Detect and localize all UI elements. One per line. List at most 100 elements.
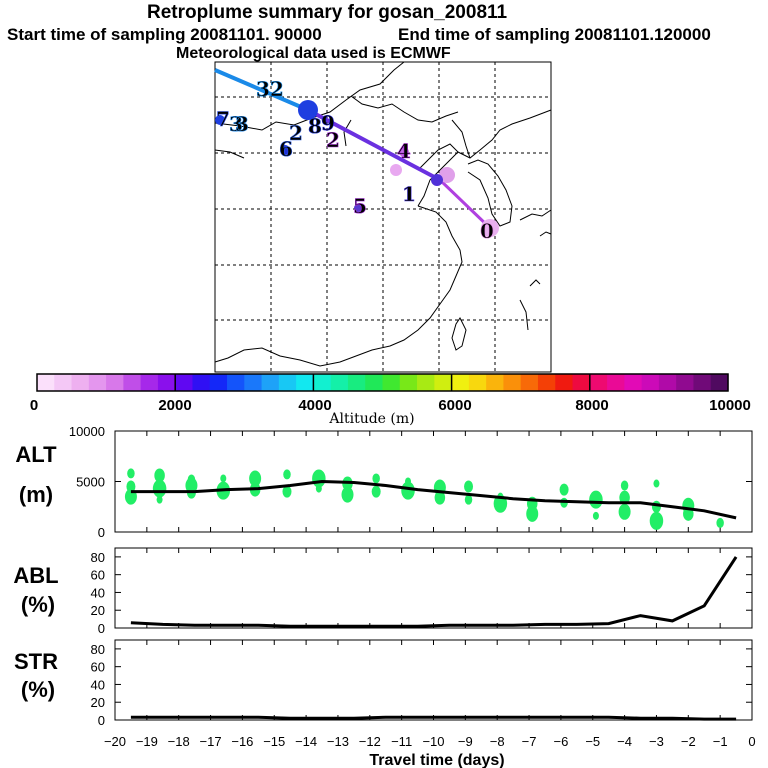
- colorbar-swatch: [417, 374, 435, 391]
- scatter-point: [154, 468, 165, 483]
- x-tick-label: −12: [359, 734, 381, 749]
- colorbar-axis-label: Altitude (m): [328, 411, 414, 427]
- trajectory-cluster-marker: [431, 174, 443, 186]
- colorbar-tick-label: 8000: [575, 397, 608, 414]
- colorbar-swatch: [572, 374, 591, 391]
- colorbar-swatch: [71, 374, 90, 391]
- trajectory-cluster-label: 32: [256, 77, 284, 101]
- panel-alt: [114, 430, 753, 533]
- colorbar-tick-label: 0: [30, 397, 38, 414]
- series-line: [130, 479, 737, 520]
- colorbar-swatch: [537, 374, 556, 391]
- scatter-point: [220, 474, 227, 483]
- panel-frame: [114, 639, 753, 721]
- colorbar-swatch: [313, 374, 332, 391]
- scatter-point: [249, 470, 262, 487]
- colorbar-tick-label: 10000: [709, 397, 751, 414]
- x-tick-label: −2: [681, 734, 696, 749]
- trajectory-segment: [438, 178, 492, 230]
- colorbar-swatch: [88, 374, 107, 391]
- x-tick-label: −9: [458, 734, 473, 749]
- colorbar-swatch: [382, 374, 401, 391]
- map-coastline: [529, 279, 541, 287]
- y-tick-label: 20: [91, 695, 105, 710]
- x-tick-label: −19: [136, 734, 158, 749]
- y-tick-label: 60: [91, 568, 105, 583]
- colorbar-swatch: [641, 374, 660, 391]
- scatter-point: [464, 480, 474, 493]
- trajectory-cluster-label: 0: [480, 219, 494, 243]
- colorbar-swatch: [175, 374, 194, 391]
- x-tick-label: −13: [327, 734, 349, 749]
- x-tick-label: −4: [617, 734, 632, 749]
- y-tick-label: 80: [91, 550, 105, 565]
- colorbar-tick-label: 4000: [298, 397, 331, 414]
- colorbar-swatch: [209, 374, 228, 391]
- map-grid: [215, 62, 551, 372]
- scatter-point: [315, 484, 322, 493]
- trajectory-cluster-marker: [439, 167, 455, 183]
- scatter-point: [372, 473, 380, 484]
- colorbar-swatch: [451, 374, 470, 391]
- end-time-label: End time of sampling 20081101.120000: [398, 25, 711, 44]
- y-tick-label: 20: [91, 603, 105, 618]
- chart-title: Retroplume summary for gosan_200811: [147, 2, 508, 23]
- map-frame: [214, 61, 552, 373]
- y-tick-label: 60: [91, 660, 105, 675]
- panel-str: [114, 639, 753, 721]
- colorbar-swatch: [503, 374, 522, 391]
- y-tick-label: 0: [98, 713, 105, 728]
- series-line: [130, 715, 737, 721]
- colorbar-swatch: [296, 374, 314, 391]
- colorbar-swatch: [330, 374, 349, 391]
- trajectory-segment: [307, 108, 441, 182]
- x-axis-label: Travel time (days): [369, 752, 504, 768]
- colorbar-swatch: [589, 374, 608, 391]
- trajectory: [214, 68, 499, 237]
- panel-abl: [114, 547, 753, 629]
- scatter-point: [371, 485, 381, 498]
- x-tick-label: −14: [295, 734, 317, 749]
- y-tick-label: 80: [91, 642, 105, 657]
- colorbar-swatch: [244, 374, 263, 391]
- map-coastline: [350, 95, 459, 123]
- panel-frame: [114, 547, 753, 629]
- trajectory-cluster-marker: [298, 100, 318, 120]
- colorbar-swatch: [520, 374, 539, 391]
- panel-label-title: ABL: [13, 563, 58, 588]
- x-tick-label: −1: [713, 734, 728, 749]
- map-coastline: [519, 209, 552, 221]
- colorbar-swatch: [347, 374, 366, 391]
- colorbar-swatch: [468, 374, 487, 391]
- trajectory-cluster-label: 5: [353, 194, 367, 218]
- scatter-point: [401, 481, 415, 500]
- x-tick-label: −8: [490, 734, 505, 749]
- trajectory-cluster-label: 4: [397, 139, 411, 163]
- trajectory-cluster-marker: [390, 164, 402, 176]
- trajectory-cluster-label: 7: [216, 107, 230, 131]
- scatter-point: [405, 477, 412, 486]
- scatter-point: [649, 511, 664, 530]
- colorbar-swatch: [624, 374, 643, 391]
- map-coastline: [343, 119, 352, 147]
- x-tick-label: 0: [748, 734, 755, 749]
- scatter-point: [464, 494, 473, 505]
- scatter-point: [653, 479, 660, 488]
- series-line: [130, 556, 738, 628]
- colorbar-swatch: [658, 374, 677, 391]
- colorbar-swatch: [607, 374, 625, 391]
- colorbar-swatch: [365, 374, 384, 391]
- panel-label-title: ALT: [15, 442, 57, 467]
- scatter-point: [126, 480, 136, 493]
- scatter-point: [127, 468, 135, 479]
- met-data-label: Meteorological data used is ECMWF: [176, 45, 451, 62]
- trajectory-segment: [214, 68, 309, 112]
- trajectory-cluster-label: 2: [289, 121, 303, 145]
- x-tick-label: −10: [422, 734, 444, 749]
- colorbar-swatch: [192, 374, 211, 391]
- map-coastline: [214, 149, 245, 159]
- trajectory-cluster-label: 9: [321, 111, 335, 135]
- map-coastline: [214, 205, 463, 367]
- panel-label-unit: (%): [21, 592, 55, 617]
